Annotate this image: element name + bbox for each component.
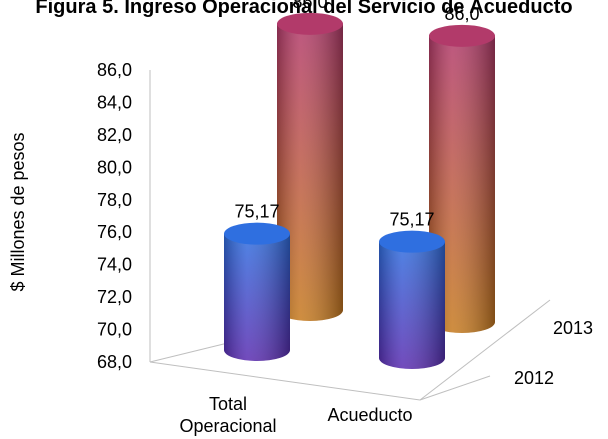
depth-label: 2012: [514, 368, 554, 388]
data-label: 86,0: [444, 4, 479, 24]
data-label: 75,17: [234, 202, 279, 222]
y-tick-label: 82,0: [97, 125, 132, 145]
category-label: Total Operacional: [179, 394, 276, 436]
bar-2012-1: [379, 230, 445, 369]
y-tick-label: 80,0: [97, 157, 132, 177]
depth-labels: 2012 2013: [514, 318, 593, 388]
bar-shade: [379, 241, 445, 369]
bar-top: [379, 230, 445, 253]
category-labels: Total Operacional Acueducto: [179, 394, 412, 436]
bar-shade: [277, 23, 343, 322]
bar-2012-0: [224, 222, 290, 361]
bar-2013-1: [429, 24, 495, 334]
data-label: 75,17: [389, 210, 434, 230]
bar-top: [224, 222, 290, 245]
category-label: Acueducto: [327, 405, 412, 425]
y-tick-label: 78,0: [97, 190, 132, 210]
bar-shade: [429, 35, 495, 334]
y-tick-label: 86,0: [97, 60, 132, 80]
y-tick-label: 72,0: [97, 287, 132, 307]
chart-title: Figura 5. Ingreso Operacional del Servic…: [35, 0, 572, 18]
bar-top: [429, 24, 495, 47]
data-label: 86,0: [292, 0, 327, 12]
bar-2013-0: [277, 12, 343, 322]
y-tick-label: 74,0: [97, 255, 132, 275]
y-axis-label: $ Millones de pesos: [8, 132, 28, 291]
y-tick-label: 68,0: [97, 352, 132, 372]
depth-label: 2013: [553, 318, 593, 338]
y-tick-label: 70,0: [97, 320, 132, 340]
y-tick-label: 76,0: [97, 222, 132, 242]
bar-shade: [224, 233, 290, 361]
y-tick-label: 84,0: [97, 92, 132, 112]
y-axis-ticks: 68,0 70,0 72,0 74,0 76,0 78,0 80,0 82,0 84,0 86,0: [97, 60, 132, 372]
data-labels: 86,0 86,0 75,17 75,17: [234, 0, 479, 230]
bars: [224, 12, 495, 369]
bar-top: [277, 12, 343, 35]
